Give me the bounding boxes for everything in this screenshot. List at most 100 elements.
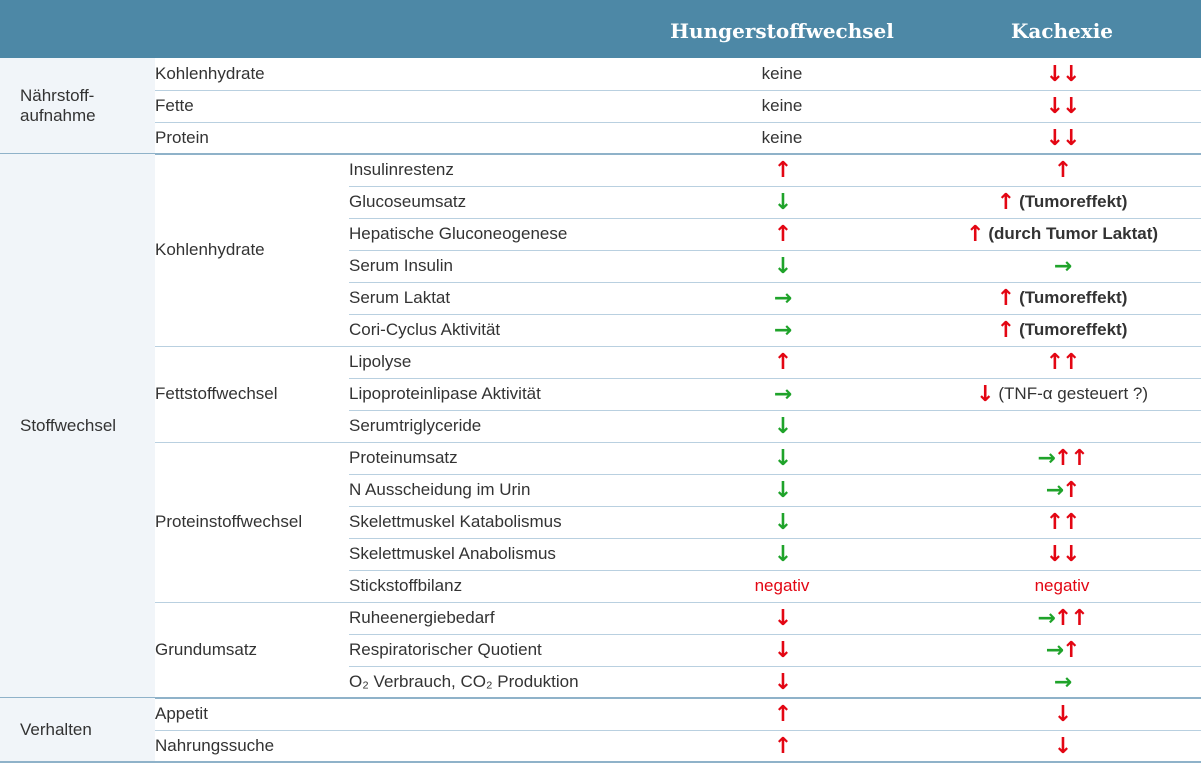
trend-arrow: ↓↓ xyxy=(1045,61,1081,87)
cell-text: negativ xyxy=(1034,576,1090,595)
trend-arrow: ↓↓ xyxy=(1045,93,1081,119)
cell: ↓ xyxy=(632,538,932,570)
cell: ↓ xyxy=(632,442,932,474)
section-label: Kohlenhydrate xyxy=(155,64,265,83)
group-divider xyxy=(0,153,1201,155)
trend-arrow: ↑ xyxy=(773,349,792,375)
cell: ↑ xyxy=(632,698,932,730)
section-divider xyxy=(155,602,1201,603)
trend-arrow: ↓ xyxy=(773,605,792,631)
section-divider xyxy=(155,90,1201,91)
trend-arrow: ↓ xyxy=(773,669,792,695)
row-label: Respiratorischer Quotient xyxy=(349,640,542,659)
cell-text: (Tumoreffekt) xyxy=(1019,288,1128,307)
trend-arrow: → xyxy=(1037,445,1055,471)
section-divider xyxy=(155,122,1201,123)
row-label: Skelettmuskel Anabolismus xyxy=(349,544,556,563)
row-divider xyxy=(349,314,1201,315)
group-background xyxy=(0,58,155,154)
row-label: Insulinrestenz xyxy=(349,160,454,179)
trend-arrow: ↓ xyxy=(773,509,792,535)
trend-arrow: ↑ xyxy=(996,317,1015,343)
cell: → xyxy=(912,250,1201,282)
cell: ↓ (TNF-α gesteuert ?) xyxy=(912,378,1201,410)
section-divider xyxy=(155,442,1201,443)
cell: ↑ xyxy=(632,154,932,186)
trend-arrow: → xyxy=(773,381,792,407)
section-label: Fette xyxy=(155,96,194,115)
trend-arrow: → xyxy=(1045,637,1064,663)
section-label: Fettstoffwechsel xyxy=(155,384,278,403)
cell: ↓ xyxy=(632,634,932,666)
cell: → xyxy=(632,378,932,410)
group-background xyxy=(0,698,155,762)
cell: ↓↓ xyxy=(912,538,1201,570)
trend-arrow: ↓ xyxy=(773,477,792,503)
row-label: Cori-Cyclus Aktivität xyxy=(349,320,501,339)
trend-arrow: ↓ xyxy=(773,445,792,471)
row-label: N Ausscheidung im Urin xyxy=(349,480,531,499)
trend-arrow: ↑ xyxy=(773,157,792,183)
trend-arrow: ↑ xyxy=(1053,157,1072,183)
row-divider xyxy=(349,186,1201,187)
row-divider xyxy=(349,474,1201,475)
cell: ↓ xyxy=(632,474,932,506)
cell: → ↑↑ xyxy=(912,602,1201,634)
trend-arrow: → xyxy=(1037,605,1055,631)
row-label: Skelettmuskel Katabolismus xyxy=(349,512,562,531)
cell xyxy=(912,410,1201,442)
trend-arrow: ↑↑ xyxy=(1053,445,1089,471)
trend-arrow: → xyxy=(773,285,792,311)
cell: ↑ xyxy=(912,154,1201,186)
cell: → xyxy=(632,314,932,346)
cell-text: (Tumoreffekt) xyxy=(1019,192,1128,211)
group-label-line: Stoffwechsel xyxy=(20,416,117,435)
row-label: Hepatische Gluconeogenese xyxy=(349,224,568,243)
trend-arrow: ↑↑ xyxy=(1045,349,1081,375)
trend-arrow: → xyxy=(773,317,792,343)
cell: ↓ xyxy=(632,410,932,442)
cell: → xyxy=(912,666,1201,698)
trend-arrow: ↓↓ xyxy=(1045,125,1081,151)
cell: ↓↓ xyxy=(912,122,1201,154)
row-divider xyxy=(349,378,1201,379)
row-label: Proteinumsatz xyxy=(349,448,458,467)
trend-arrow: ↓ xyxy=(773,413,792,439)
trend-arrow: ↓ xyxy=(1053,701,1072,727)
trend-arrow: ↑↑ xyxy=(1053,605,1089,631)
cell: ↑ xyxy=(632,346,932,378)
section-label: Grundumsatz xyxy=(155,640,258,659)
trend-arrow: ↑ xyxy=(996,189,1015,215)
cell: ↓ xyxy=(912,730,1201,762)
row-divider xyxy=(349,410,1201,411)
section-divider xyxy=(155,346,1201,347)
trend-arrow: ↑ xyxy=(965,221,984,247)
cell: → ↑↑ xyxy=(912,442,1201,474)
cell: → ↑ xyxy=(912,474,1201,506)
trend-arrow: ↑↑ xyxy=(1045,509,1081,535)
row-divider xyxy=(349,538,1201,539)
trend-arrow: → xyxy=(1045,477,1064,503)
trend-arrow: ↑ xyxy=(773,701,792,727)
group-label-line: aufnahme xyxy=(20,106,96,125)
column-header: Hungerstoffwechsel xyxy=(670,19,894,43)
trend-arrow: ↓ xyxy=(975,381,994,407)
trend-arrow: ↑ xyxy=(773,733,792,759)
cell: → ↑ xyxy=(912,634,1201,666)
cell: ↓ xyxy=(632,666,932,698)
group-label: Verhalten xyxy=(20,698,150,762)
group-background xyxy=(0,154,155,698)
trend-arrow: ↓ xyxy=(773,541,792,567)
row-label: Serumtriglyceride xyxy=(349,416,482,435)
row-label: Stickstoffbilanz xyxy=(349,576,463,595)
trend-arrow: → xyxy=(1053,669,1072,695)
group-label: Stoffwechsel xyxy=(20,154,150,698)
cell: negativ xyxy=(632,570,932,602)
cell: ↑↑ xyxy=(912,506,1201,538)
cell-text: keine xyxy=(761,128,803,147)
group-label-line: Nährstoff- xyxy=(20,86,95,105)
row-divider xyxy=(349,666,1201,667)
row-label: Ruheenergiebedarf xyxy=(349,608,495,627)
row-label: Serum Laktat xyxy=(349,288,451,307)
